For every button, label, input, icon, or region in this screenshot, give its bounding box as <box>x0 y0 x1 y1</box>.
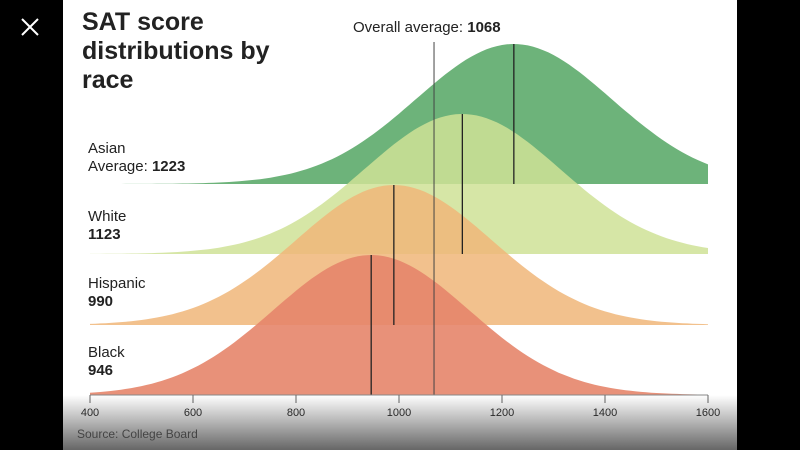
tick-label: 1000 <box>386 407 412 419</box>
distribution-hispanic <box>90 185 708 325</box>
series-mean: 1223 <box>151 158 186 175</box>
source-note: Source: College Board <box>77 427 198 441</box>
chart-title: SAT score distributions by race <box>82 8 270 94</box>
series-name: Asian <box>88 140 126 157</box>
distribution-white <box>90 114 708 254</box>
series-name: Hispanic <box>88 275 146 292</box>
average-label: Average: <box>88 158 148 175</box>
tick-label: 1200 <box>489 407 515 419</box>
series-mean: 990 <box>88 293 114 310</box>
tick-label: 1600 <box>695 407 721 419</box>
distribution-black <box>90 255 708 395</box>
series-mean: 946 <box>88 362 114 379</box>
series-mean: 1123 <box>88 226 121 243</box>
tick-label: 800 <box>286 407 306 419</box>
label-asian: Asian Average: 1223 <box>88 140 185 176</box>
series-name: Black <box>88 344 125 361</box>
label-hispanic: Hispanic 990 <box>88 275 146 311</box>
distribution-asian <box>90 44 708 184</box>
label-white: White 1123 <box>88 208 126 244</box>
overall-average-value: 1068 <box>467 19 501 36</box>
series-name: White <box>88 208 127 225</box>
label-black: Black 946 <box>88 344 125 380</box>
tick-label: 400 <box>80 407 100 419</box>
overall-average-label: Overall average: 1068 <box>353 19 501 36</box>
close-icon[interactable] <box>18 15 42 39</box>
tick-label: 1400 <box>592 407 618 419</box>
tick-label: 600 <box>183 407 203 419</box>
overall-average-text: Overall average: <box>353 19 464 36</box>
